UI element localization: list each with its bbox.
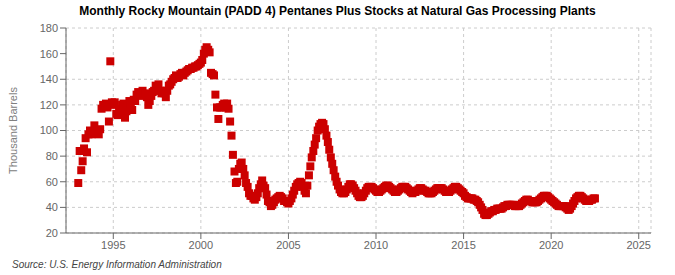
html-text:Source: U.S. Energy Informatio: Source: U.S. Energy Information Administ… bbox=[12, 259, 222, 270]
svg-text:2020: 2020 bbox=[539, 239, 563, 251]
html-text:Monthly Rocky Mountain (PADD 4: Monthly Rocky Mountain (PADD 4) Pentanes… bbox=[79, 4, 596, 18]
svg-text:2025: 2025 bbox=[626, 239, 650, 251]
svg-text:2010: 2010 bbox=[364, 239, 388, 251]
svg-text:Thousand Barrels: Thousand Barrels bbox=[8, 87, 19, 174]
svg-text:80: 80 bbox=[46, 150, 58, 162]
svg-text:180: 180 bbox=[40, 22, 58, 34]
svg-text:2000: 2000 bbox=[189, 239, 213, 251]
svg-text:60: 60 bbox=[46, 176, 58, 188]
svg-text:2005: 2005 bbox=[276, 239, 300, 251]
svg-text:2015: 2015 bbox=[451, 239, 475, 251]
svg-text:100: 100 bbox=[40, 124, 58, 136]
svg-text:1995: 1995 bbox=[101, 239, 125, 251]
svg-text:120: 120 bbox=[40, 99, 58, 111]
svg-text:40: 40 bbox=[46, 201, 58, 213]
svg-text:20: 20 bbox=[46, 227, 58, 239]
svg-text:140: 140 bbox=[40, 73, 58, 85]
svg-text:160: 160 bbox=[40, 48, 58, 60]
